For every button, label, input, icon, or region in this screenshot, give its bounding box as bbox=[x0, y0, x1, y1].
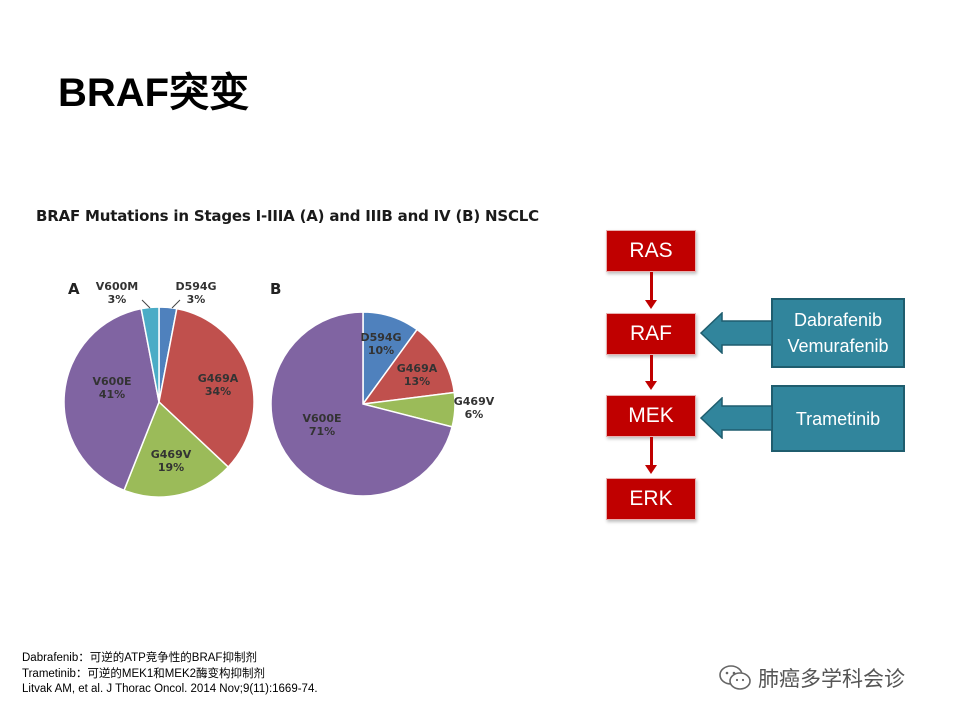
slice-label-g469a: G469A bbox=[198, 372, 239, 385]
pie-slice-v600e bbox=[63, 307, 160, 492]
chart-title: BRAF Mutations in Stages I-IIIA (A) and … bbox=[36, 207, 539, 225]
footnote-trametinib: Trametinib：可逆的MEK1和MEK2酶变构抑制剂 bbox=[22, 667, 266, 680]
arrow-raf-mek bbox=[650, 355, 653, 381]
arrowhead-mek-erk bbox=[645, 465, 657, 474]
slice-label-v600e: V600E bbox=[93, 375, 132, 388]
slice-value-g469v: 6% bbox=[465, 408, 484, 421]
footnote-dabrafenib: Dabrafenib：可逆的ATP竞争性的BRAF抑制剂 bbox=[22, 652, 257, 664]
arrow-mek-erk bbox=[650, 437, 653, 465]
slice-label-g469v: G469V bbox=[454, 395, 495, 408]
arrowhead-raf-mek bbox=[645, 381, 657, 390]
slice-label-g469v: G469V bbox=[151, 448, 192, 461]
pathway-node-ras: RAS bbox=[606, 230, 696, 272]
footnotes: Dabrafenib：可逆的ATP竞争性的BRAF抑制剂 Trametinib：… bbox=[22, 651, 318, 698]
slice-label-v600e: V600E bbox=[303, 412, 342, 425]
slice-value-g469v: 19% bbox=[158, 461, 184, 474]
pie-slice-g469a bbox=[158, 307, 255, 469]
drug-box-mek-inhibitor: Trametinib bbox=[771, 385, 905, 452]
pie-slice-g469a bbox=[361, 328, 456, 405]
pathway-node-mek: MEK bbox=[606, 395, 696, 437]
slice-label-d594g: D594G bbox=[360, 331, 401, 344]
slice-label-g469a: G469A bbox=[397, 362, 438, 375]
slice-value-v600m: 3% bbox=[108, 293, 127, 306]
slice-value-g469a: 13% bbox=[404, 375, 430, 388]
drug-vemurafenib: Vemurafenib bbox=[787, 336, 889, 356]
leader-line bbox=[141, 299, 151, 309]
wechat-icon bbox=[719, 665, 751, 690]
slide-title: BRAF突变 bbox=[58, 71, 250, 115]
pathway-node-erk: ERK bbox=[606, 478, 696, 520]
slice-label-d594g: D594G bbox=[175, 280, 216, 293]
drug-dabrafenib: Dabrafenib bbox=[793, 310, 883, 330]
panel-label-a: A bbox=[68, 280, 80, 298]
arrowhead-ras-raf bbox=[645, 300, 657, 309]
slice-value-v600e: 41% bbox=[99, 388, 125, 401]
slice-value-g469a: 34% bbox=[205, 385, 231, 398]
pathway-node-raf: RAF bbox=[606, 313, 696, 355]
watermark-text: 肺癌多学科会诊 bbox=[758, 668, 905, 691]
arrow-ras-raf bbox=[650, 272, 653, 300]
drug-trametinib: Trametinib bbox=[795, 408, 881, 429]
slice-value-d594g: 10% bbox=[368, 344, 394, 357]
leader-line bbox=[171, 299, 181, 309]
drug-box-raf-inhibitors: Dabrafenib Vemurafenib bbox=[771, 298, 905, 368]
watermark: 肺癌多学科会诊 bbox=[718, 663, 905, 693]
inhibit-arrow-mek bbox=[700, 397, 773, 439]
pie-slice-v600e bbox=[270, 311, 454, 497]
inhibit-arrow-raf bbox=[700, 312, 773, 354]
slice-value-v600e: 71% bbox=[309, 425, 335, 438]
slice-label-v600m: V600M bbox=[96, 280, 138, 293]
slice-value-d594g: 3% bbox=[187, 293, 206, 306]
panel-label-b: B bbox=[270, 280, 281, 298]
footnote-reference: Litvak AM, et al. J Thorac Oncol. 2014 N… bbox=[22, 683, 318, 695]
